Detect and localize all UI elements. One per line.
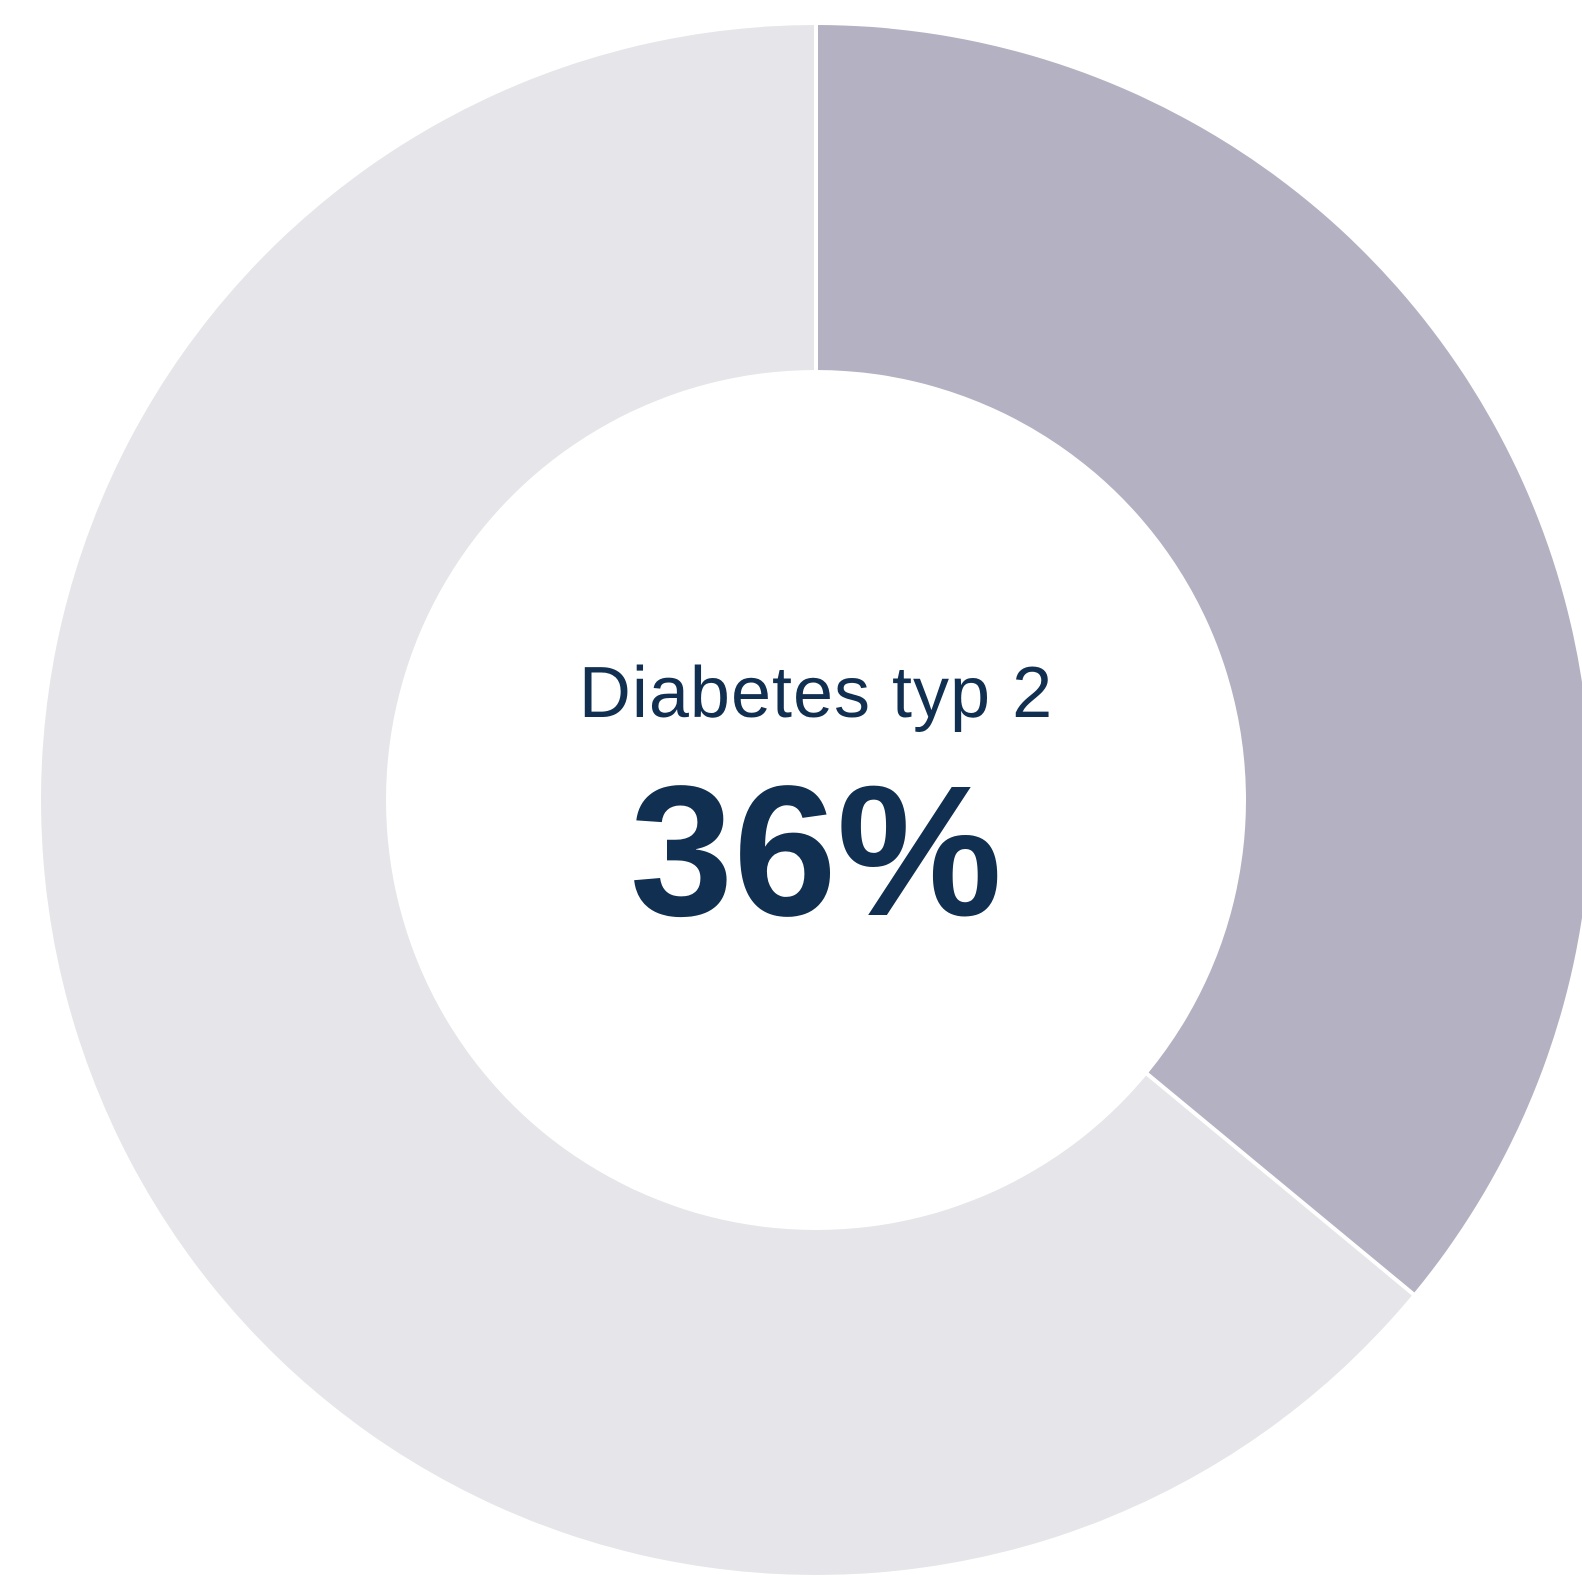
donut-slices [40, 23, 1582, 1575]
donut-slice-1 [40, 25, 1414, 1575]
slice-separator-1 [1145, 1071, 1416, 1297]
center-title: Diabetes typ 2 [579, 653, 1053, 733]
donut-slice-0 [816, 25, 1582, 1294]
center-value: 36% [630, 748, 1002, 955]
donut-center: Diabetes typ 2 36% [579, 653, 1053, 955]
